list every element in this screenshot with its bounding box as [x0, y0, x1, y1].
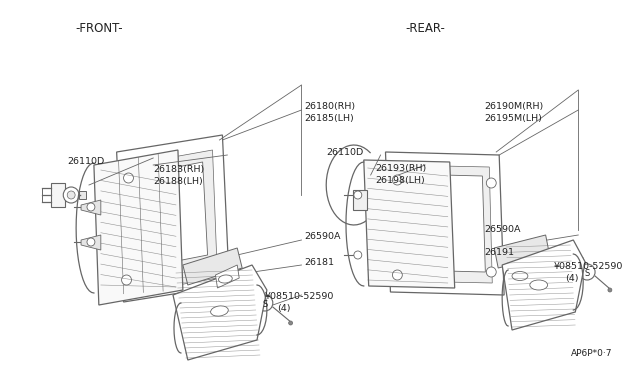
Circle shape: [486, 267, 496, 277]
Text: 26190M(RH): 26190M(RH): [484, 102, 543, 111]
Polygon shape: [385, 152, 504, 295]
Text: 26185(LH): 26185(LH): [305, 114, 354, 123]
Ellipse shape: [218, 275, 232, 283]
Circle shape: [63, 187, 79, 203]
Circle shape: [124, 173, 134, 183]
Polygon shape: [502, 240, 585, 330]
Circle shape: [67, 191, 75, 199]
Polygon shape: [183, 248, 242, 285]
Circle shape: [579, 264, 595, 280]
Circle shape: [257, 295, 273, 311]
Text: 26195M(LH): 26195M(LH): [484, 114, 542, 123]
Text: S: S: [262, 300, 268, 309]
Text: 26110D: 26110D: [326, 148, 364, 157]
Circle shape: [354, 251, 362, 259]
Text: 26180(RH): 26180(RH): [305, 102, 356, 111]
Ellipse shape: [530, 280, 548, 290]
Polygon shape: [94, 150, 183, 305]
Polygon shape: [136, 162, 207, 268]
Polygon shape: [173, 265, 267, 360]
Text: 26183(RH): 26183(RH): [153, 165, 204, 174]
Text: (4): (4): [276, 304, 291, 313]
Ellipse shape: [211, 306, 228, 316]
Polygon shape: [51, 183, 65, 207]
Text: 26590A: 26590A: [305, 232, 341, 241]
Polygon shape: [116, 135, 229, 302]
Ellipse shape: [512, 272, 528, 280]
Circle shape: [392, 270, 403, 280]
Text: 26198(LH): 26198(LH): [376, 176, 426, 185]
Circle shape: [608, 288, 612, 292]
Text: S: S: [584, 269, 590, 278]
Circle shape: [122, 275, 131, 285]
Text: 26193(RH): 26193(RH): [376, 164, 427, 173]
Polygon shape: [494, 235, 550, 268]
Circle shape: [87, 238, 95, 246]
Text: AP6P*0·7: AP6P*0·7: [572, 349, 613, 358]
Text: 26191: 26191: [484, 248, 515, 257]
Circle shape: [289, 321, 292, 325]
Circle shape: [354, 191, 362, 199]
Circle shape: [87, 203, 95, 211]
Circle shape: [392, 175, 403, 185]
Polygon shape: [403, 174, 485, 272]
Text: ¥08510-52590: ¥08510-52590: [554, 262, 623, 271]
Circle shape: [486, 178, 496, 188]
Text: (4): (4): [565, 274, 579, 283]
Text: -REAR-: -REAR-: [405, 22, 445, 35]
Text: ¥08510-52590: ¥08510-52590: [265, 292, 334, 301]
Text: 26188(LH): 26188(LH): [153, 177, 203, 186]
Polygon shape: [216, 265, 239, 288]
Text: -FRONT-: -FRONT-: [75, 22, 123, 35]
Polygon shape: [396, 165, 492, 283]
Text: 26590A: 26590A: [484, 225, 521, 234]
Text: 26181: 26181: [305, 258, 335, 267]
Polygon shape: [79, 191, 86, 199]
Text: 26110D: 26110D: [67, 157, 104, 166]
Polygon shape: [364, 160, 454, 288]
Polygon shape: [81, 200, 101, 215]
Polygon shape: [129, 150, 218, 293]
Polygon shape: [353, 190, 367, 210]
Polygon shape: [81, 235, 101, 250]
